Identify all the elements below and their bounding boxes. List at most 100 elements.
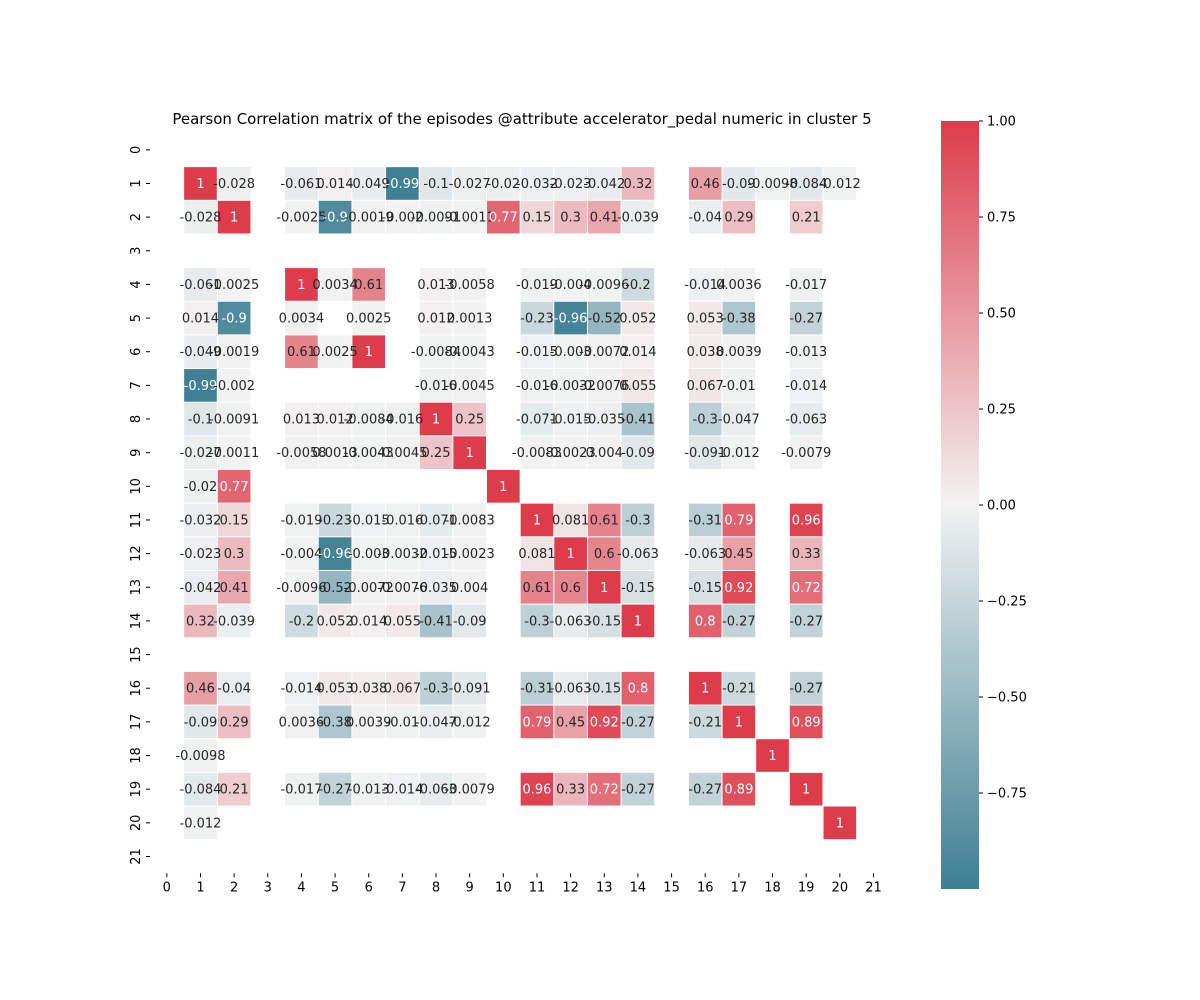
cell-value-label: 0.92 [724, 581, 753, 596]
cell-value-label: 0.33 [792, 547, 821, 562]
heatmap-cell-r6-c11 [520, 335, 554, 369]
heatmap-cell-r17-c13 [587, 705, 621, 739]
cell-value-label: -0.9 [322, 211, 347, 226]
heatmap-cell-r12-c5 [318, 537, 352, 570]
x-axis: 0 1 2 3 4 5 6 7 8 9 10 11 12 13 14 15 16 17 18 19 20 21 [163, 873, 882, 895]
cell-value-label: 0.21 [792, 211, 821, 226]
heatmap-cell-r13-c1 [184, 570, 217, 604]
heatmap-cell-r9-c8 [419, 436, 453, 469]
heatmap-cell-r7-c17 [722, 369, 756, 402]
colorbar-tick-label: −0.25 [987, 595, 1027, 610]
heatmap-cell-r4-c8 [419, 268, 453, 301]
cell-value-label: 0.96 [523, 783, 552, 798]
heatmap-cell-r9-c1 [184, 436, 217, 469]
cell-value-label: 1 [735, 715, 743, 730]
heatmap-cell-r1-c18 [756, 167, 789, 200]
cell-value-label: -0.31 [688, 513, 722, 528]
cell-value-label: -0.016 [415, 379, 457, 394]
cell-value-label: -0.0025 [276, 211, 326, 226]
heatmap-cell-r11-c17 [722, 503, 756, 537]
heatmap-cell-r14-c1 [184, 604, 217, 638]
heatmap-cell-r16-c11 [520, 671, 554, 705]
x-tick-label: 3 [264, 880, 272, 895]
cell-value-label: -0.063 [550, 682, 592, 697]
heatmap-cell-r13-c2 [217, 570, 251, 604]
colorbar-ticks: 1.00 0.75 0.50 0.25 0.00 −0.25 −0.50 −0.75 [979, 115, 1027, 802]
cell-value-label: 0.081 [552, 513, 589, 528]
cell-value-label: -0.004 [280, 547, 322, 562]
y-tick-label: 9 [129, 449, 144, 457]
cell-value-label: -0.0023 [546, 446, 596, 461]
heatmap-cell-r6-c16 [688, 335, 722, 369]
heatmap-cell-r6-c9 [453, 335, 486, 369]
heatmap-cell-r20-c1 [184, 806, 217, 840]
heatmap-cell-r17-c17 [722, 705, 756, 739]
heatmap-cell-r9-c9 [453, 436, 486, 469]
cell-value-label: -0.019 [280, 513, 322, 528]
heatmap-cell-r6-c8 [419, 335, 453, 369]
heatmap-cell-r11-c1 [184, 503, 217, 537]
cell-value-label: -0.15 [587, 614, 621, 629]
heatmap-cell-r17-c6 [352, 705, 386, 739]
cell-value-label: -0.015 [348, 513, 390, 528]
y-tick-label: 15 [129, 646, 144, 663]
heatmap-cell-r19-c7 [386, 772, 419, 806]
cell-value-label: -0.09 [722, 177, 756, 192]
y-tick-label: 1 [129, 179, 144, 187]
cell-value-label: 0.61 [354, 278, 383, 293]
heatmap-cell-r1-c6 [352, 167, 386, 200]
heatmap-cell-r4-c19 [789, 268, 823, 301]
cell-value-label: -0.02 [486, 177, 520, 192]
cell-value-label: -0.0043 [344, 446, 394, 461]
heatmap-cell-r2-c9 [453, 200, 486, 234]
heatmap-cell-r11-c16 [688, 503, 722, 537]
heatmap-cell-r14-c19 [789, 604, 823, 638]
cell-value-label: 0.32 [186, 614, 215, 629]
heatmap-cell-r5-c12 [554, 301, 587, 335]
heatmap-cell-r19-c4 [285, 772, 318, 806]
heatmap-cell-r8-c12 [554, 402, 587, 436]
heatmap-cell-r17-c7 [386, 705, 419, 739]
cell-value-label: 0.25 [422, 446, 451, 461]
heatmap-cell-r6-c5 [318, 335, 352, 369]
heatmap-cell-r11-c12 [554, 503, 587, 537]
cell-value-label: 1 [802, 783, 810, 798]
cell-value-label: -0.003 [550, 345, 592, 360]
heatmap-cell-r10-c10 [487, 470, 520, 503]
cell-value-label: 0.21 [220, 783, 249, 798]
cell-value-label: -0.41 [621, 413, 655, 428]
cell-value-label: 0.012 [316, 413, 353, 428]
cell-value-label: -0.3 [693, 413, 718, 428]
heatmap-cell-r7-c1 [184, 369, 217, 402]
x-tick-label: 7 [398, 880, 406, 895]
cell-value-label: -0.0058 [445, 278, 495, 293]
heatmap-cell-r2-c4 [285, 200, 318, 234]
heatmap-cell-r9-c2 [217, 436, 251, 469]
heatmap-cell-r14-c9 [453, 604, 486, 638]
heatmap-cell-r5-c13 [587, 301, 621, 335]
cell-value-label: -0.0072 [344, 581, 394, 596]
heatmap-cell-r11-c2 [217, 503, 251, 537]
heatmap-cell-r16-c2 [217, 671, 251, 705]
cell-value-label: -0.0043 [445, 345, 495, 360]
heatmap-cell-r2-c16 [688, 200, 722, 234]
cell-value-label: 0.053 [687, 312, 724, 327]
cell-value-label: 0.61 [523, 581, 552, 596]
cell-value-label: -0.2 [625, 278, 650, 293]
y-tick-label: 19 [129, 781, 144, 798]
heatmap-cell-r4-c12 [554, 268, 587, 301]
cell-value-label: 0.014 [182, 312, 219, 327]
cell-value-label: 0.014 [350, 614, 387, 629]
heatmap-cell-r19-c14 [621, 772, 655, 806]
heatmap-cell-r5-c11 [520, 301, 554, 335]
heatmap-cell-r1-c20 [823, 167, 857, 200]
cell-value-label: -0.039 [617, 211, 659, 226]
cell-value-label: -0.084 [785, 177, 827, 192]
cell-value-label: 1 [365, 345, 373, 360]
y-tick-label: 17 [129, 714, 144, 731]
cell-value-label: -0.042 [180, 581, 222, 596]
x-tick-label: 6 [365, 880, 373, 895]
cell-value-label: 0.15 [220, 513, 249, 528]
